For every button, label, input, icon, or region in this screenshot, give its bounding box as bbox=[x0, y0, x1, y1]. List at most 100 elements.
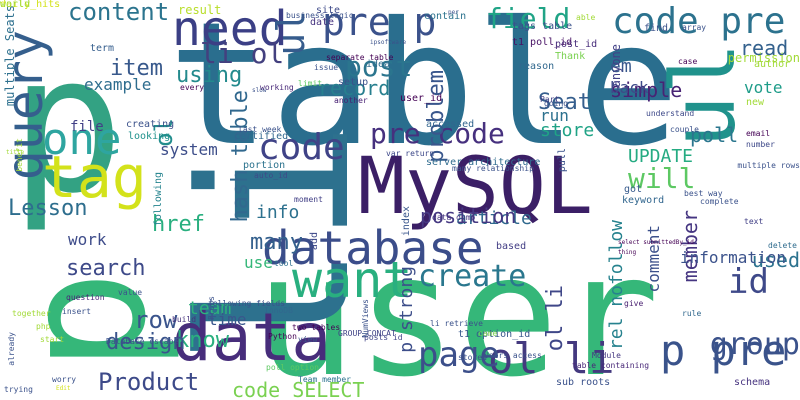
cloud-word: couple bbox=[670, 125, 699, 134]
cloud-word: based bbox=[496, 241, 527, 252]
cloud-word: database bbox=[262, 221, 484, 275]
cloud-word: work bbox=[68, 230, 107, 249]
cloud-word: sub roots bbox=[556, 377, 611, 388]
cloud-word: index bbox=[401, 206, 412, 237]
cloud-word: InnoDB bbox=[264, 306, 293, 315]
cloud-word: start bbox=[40, 335, 65, 344]
cloud-word: came bbox=[478, 329, 498, 338]
cloud-word: business logic bbox=[286, 11, 354, 20]
cloud-word: every bbox=[180, 83, 205, 92]
cloud-word: pre code bbox=[370, 117, 505, 150]
cloud-word: auto_id bbox=[254, 171, 288, 180]
cloud-word: together bbox=[12, 309, 51, 318]
cloud-word: portion bbox=[243, 160, 286, 171]
cloud-word: data dump bbox=[432, 213, 476, 222]
cloud-word: UPDATE bbox=[628, 146, 694, 167]
cloud-word: system bbox=[160, 140, 218, 159]
cloud-word: got bbox=[624, 184, 643, 195]
cloud-word: Module bbox=[592, 351, 621, 360]
cloud-word: schema bbox=[734, 377, 771, 388]
cloud-word: record bbox=[318, 76, 391, 100]
cloud-word: looking bbox=[128, 131, 171, 142]
cloud-word: position bbox=[420, 204, 517, 228]
cloud-word: date bbox=[310, 17, 335, 28]
cloud-word: Python bbox=[268, 332, 297, 341]
cloud-word: certified bbox=[234, 131, 289, 142]
cloud-word: will bbox=[628, 162, 696, 195]
cloud-word: page bbox=[418, 335, 500, 375]
cloud-word: following bbox=[153, 172, 164, 227]
cloud-word: title bbox=[6, 149, 25, 156]
cloud-word: tag bbox=[42, 143, 147, 211]
cloud-word: search bbox=[66, 256, 146, 281]
cloud-word: ol li bbox=[543, 285, 568, 352]
cloud-word: pull bbox=[557, 148, 568, 173]
cloud-word: daily_hits bbox=[0, 0, 61, 10]
cloud-word: world bbox=[0, 0, 31, 10]
cloud-word: run bbox=[540, 106, 569, 125]
cloud-word: best way bbox=[684, 189, 723, 198]
cloud-word: example bbox=[84, 75, 152, 94]
cloud-word: time bbox=[208, 310, 247, 329]
cloud-word: setup bbox=[338, 77, 369, 88]
cloud-word: want bbox=[292, 251, 413, 309]
cloud-word: hash table bbox=[228, 90, 253, 223]
cloud-word: case bbox=[678, 57, 698, 66]
cloud-word: article bbox=[456, 208, 532, 229]
cloud-word: using bbox=[176, 63, 243, 88]
cloud-word: build bbox=[172, 315, 197, 324]
cloud-word: Edit bbox=[56, 385, 71, 392]
cloud-word: moment bbox=[294, 195, 323, 204]
cloud-word: Part bbox=[540, 95, 560, 104]
cloud-word: one bbox=[42, 114, 122, 165]
cloud-word: poll option bbox=[266, 363, 319, 372]
cloud-word: t1 option_id bbox=[458, 329, 531, 340]
cloud-word: MySQL bbox=[358, 142, 593, 232]
cloud-word: em bbox=[610, 56, 632, 77]
cloud-word: anyone bbox=[609, 44, 623, 88]
cloud-word: another bbox=[334, 96, 368, 105]
cloud-word: content bbox=[68, 0, 170, 26]
cloud-word: id bbox=[728, 262, 769, 302]
cloud-word: Thank bbox=[555, 51, 586, 62]
cloud-word: server architecture bbox=[426, 157, 541, 168]
cloud-word: author bbox=[754, 59, 791, 70]
cloud-word: info bbox=[256, 202, 300, 223]
cloud-word: working bbox=[260, 83, 294, 92]
cloud-word: give bbox=[624, 299, 644, 308]
cloud-word: many relationship bbox=[452, 164, 534, 173]
cloud-word: var return bbox=[386, 149, 435, 158]
cloud-word: read bbox=[740, 36, 789, 60]
cloud-word: member bbox=[678, 210, 702, 283]
cloud-word: separate table bbox=[326, 53, 394, 62]
cloud-word: per bbox=[448, 9, 459, 16]
cloud-word: email bbox=[746, 129, 771, 138]
cloud-word: li ol bbox=[200, 37, 285, 70]
cloud-word: NumViews bbox=[361, 299, 370, 338]
cloud-word: tags table bbox=[512, 21, 573, 32]
cloud-word: new bbox=[746, 97, 765, 108]
cloud-word: site bbox=[316, 5, 341, 16]
cloud-word: trying bbox=[4, 385, 33, 394]
cloud-word: information bbox=[680, 248, 786, 267]
cloud-word: item bbox=[110, 56, 163, 81]
cloud-word: back bbox=[610, 78, 649, 97]
cloud-word: data bbox=[172, 299, 331, 376]
cloud-word: p pre bbox=[660, 326, 787, 375]
cloud-word: rule bbox=[682, 309, 702, 318]
cloud-word: complete bbox=[700, 197, 739, 206]
cloud-word: number bbox=[746, 140, 775, 149]
cloud-word: Seat bbox=[538, 90, 591, 115]
cloud-word: able bbox=[576, 13, 596, 22]
cloud-word: tool bbox=[274, 259, 294, 268]
cloud-word: stored bbox=[458, 353, 487, 362]
cloud-word: going bbox=[544, 99, 569, 108]
cloud-word: add bbox=[309, 232, 320, 251]
cloud-word: array bbox=[682, 23, 707, 32]
cloud-word: table bbox=[168, 0, 680, 184]
cloud-word: design bbox=[106, 330, 186, 355]
cloud-word: team bbox=[188, 298, 232, 319]
cloud-word: term bbox=[90, 43, 115, 54]
cloud-word: already bbox=[7, 332, 16, 366]
